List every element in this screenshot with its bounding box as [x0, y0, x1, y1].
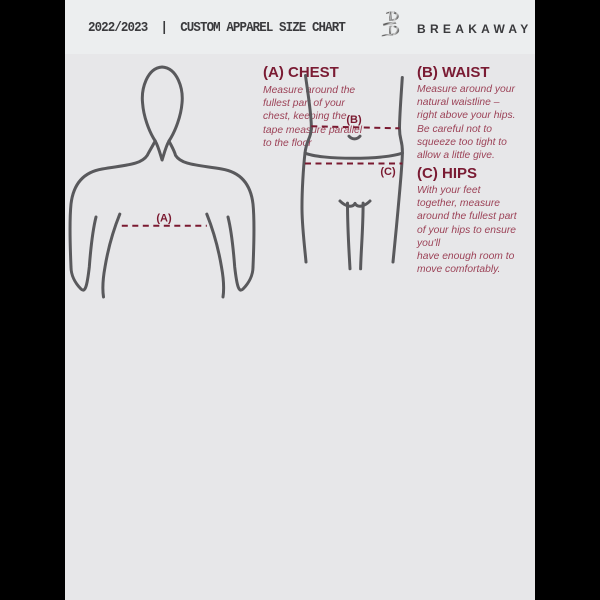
svg-text:(C): (C) — [380, 166, 396, 178]
svg-text:(B): (B) — [346, 114, 362, 126]
svg-text:(A): (A) — [156, 213, 172, 225]
